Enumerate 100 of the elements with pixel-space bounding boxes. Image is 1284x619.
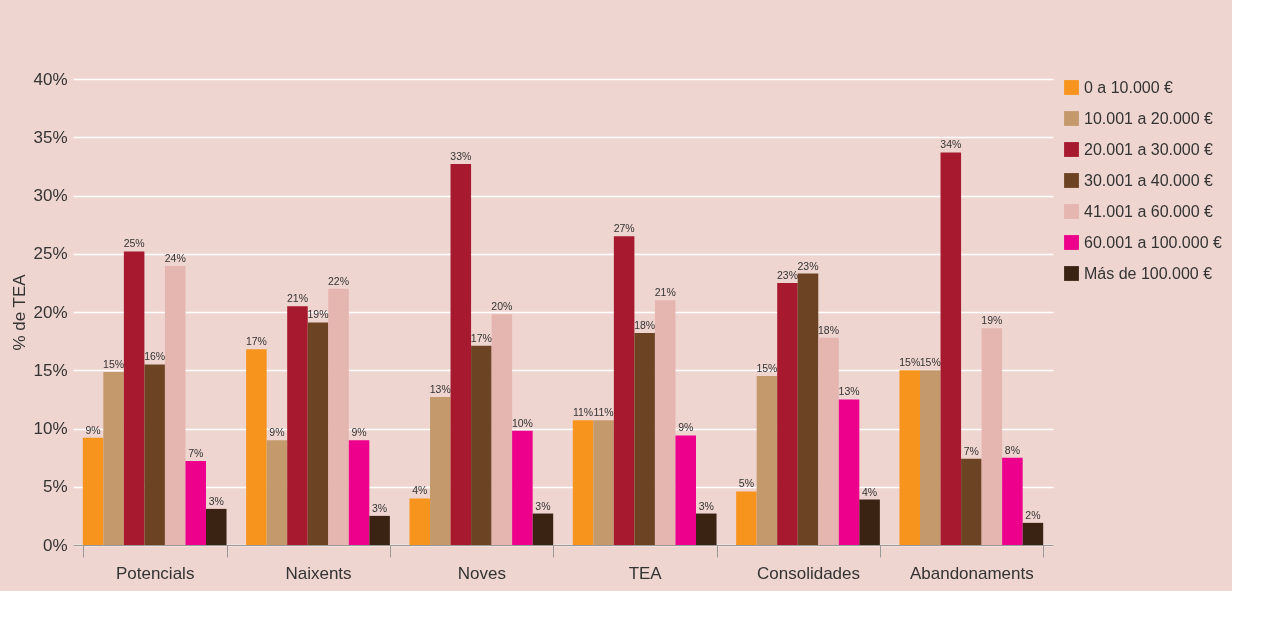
legend-label: 0 a 10.000 € — [1084, 78, 1174, 96]
legend-label: 20.001 a 30.000 € — [1084, 140, 1214, 158]
x-tick-label: Consolidades — [756, 563, 861, 583]
bar — [144, 364, 165, 545]
data-label: 3% — [535, 499, 551, 512]
legend-label: 41.001 a 60.000 € — [1084, 202, 1214, 220]
data-label: 33% — [450, 150, 472, 163]
bar — [369, 515, 390, 545]
data-label: 13% — [429, 383, 451, 396]
bar — [634, 332, 655, 545]
bar — [981, 328, 1003, 545]
bar — [696, 513, 717, 545]
data-label: 24% — [164, 251, 186, 264]
bar — [185, 461, 206, 545]
data-label: 2% — [1025, 508, 1041, 521]
bar — [756, 376, 778, 545]
bar — [82, 437, 104, 545]
data-label: 16% — [144, 350, 166, 363]
data-label: 18% — [818, 323, 840, 336]
data-label: 15% — [103, 358, 125, 370]
data-label: 17% — [245, 335, 267, 348]
y-tick-label: 40% — [33, 69, 68, 89]
bar — [409, 498, 430, 545]
data-label: 15% — [756, 362, 778, 375]
data-label: 15% — [899, 356, 921, 369]
bar — [307, 322, 329, 545]
bar — [1022, 522, 1044, 545]
bar — [164, 265, 186, 545]
y-tick-label: 25% — [33, 244, 68, 264]
data-label: 7% — [188, 447, 204, 460]
bar — [512, 430, 533, 545]
data-label: 15% — [919, 356, 941, 369]
bar — [675, 435, 696, 545]
bar — [818, 337, 839, 545]
data-label: 3% — [698, 499, 714, 512]
legend-label: 10.001 a 20.000 € — [1084, 109, 1214, 127]
data-label: 25% — [123, 237, 145, 250]
bar — [430, 397, 451, 545]
data-label: 13% — [838, 385, 860, 398]
bar — [920, 370, 941, 545]
data-label: 9% — [85, 423, 101, 436]
x-tick-label: Potencials — [115, 563, 195, 583]
data-label: 17% — [470, 331, 492, 344]
data-label: 21% — [286, 292, 308, 305]
bar — [736, 491, 757, 545]
bar — [206, 508, 227, 545]
y-tick-label: 20% — [33, 302, 68, 322]
data-label: 3% — [372, 501, 388, 514]
x-tick-label: Abandonaments — [909, 563, 1034, 583]
bar — [348, 440, 370, 545]
bar — [287, 306, 308, 545]
bar — [1002, 457, 1023, 545]
data-label: 11% — [593, 406, 614, 419]
data-label: 9% — [269, 426, 285, 439]
y-tick-label: 0% — [42, 535, 68, 555]
data-label: 8% — [1004, 443, 1020, 456]
data-label: 3% — [208, 494, 224, 507]
data-label: 23% — [797, 259, 819, 272]
data-label: 18% — [634, 318, 656, 331]
y-axis-title: % de TEA — [10, 273, 30, 351]
legend-label: Más de 100.000 € — [1084, 264, 1213, 282]
bar — [899, 370, 920, 545]
bar — [613, 236, 635, 545]
bar — [246, 349, 267, 545]
y-tick-label: 35% — [33, 127, 68, 147]
bar — [797, 273, 819, 545]
data-label: 4% — [412, 484, 428, 497]
legend-label: 30.001 a 40.000 € — [1084, 171, 1214, 189]
bar — [123, 251, 145, 545]
data-label: 19% — [981, 314, 1003, 327]
x-tick-label: Naixents — [285, 563, 352, 583]
data-label: 21% — [654, 286, 676, 299]
data-label: 34% — [940, 138, 962, 151]
bar — [471, 345, 492, 545]
bar — [838, 399, 860, 545]
bar — [859, 499, 880, 545]
legend-label: 60.001 a 100.000 € — [1084, 233, 1223, 251]
data-label: 27% — [613, 222, 635, 235]
bar — [103, 372, 124, 545]
data-label: 9% — [351, 426, 367, 439]
data-label: 4% — [862, 485, 878, 498]
y-tick-label: 30% — [33, 186, 68, 205]
bar — [328, 288, 349, 545]
data-label: 5% — [738, 477, 754, 490]
bar — [777, 282, 798, 545]
bar — [450, 164, 472, 545]
bar — [532, 513, 554, 545]
y-tick-label: 15% — [33, 360, 68, 380]
bar — [266, 440, 288, 545]
data-label: 9% — [678, 421, 694, 434]
data-label: 23% — [776, 268, 798, 281]
y-tick-label: 10% — [33, 419, 68, 438]
bar — [572, 420, 594, 545]
bar — [593, 420, 614, 545]
x-tick-label: Noves — [457, 563, 506, 583]
bar — [940, 152, 962, 545]
data-label: 20% — [491, 300, 513, 313]
data-label: 22% — [328, 274, 350, 287]
data-label: 10% — [511, 416, 533, 429]
data-label: 19% — [307, 308, 329, 321]
